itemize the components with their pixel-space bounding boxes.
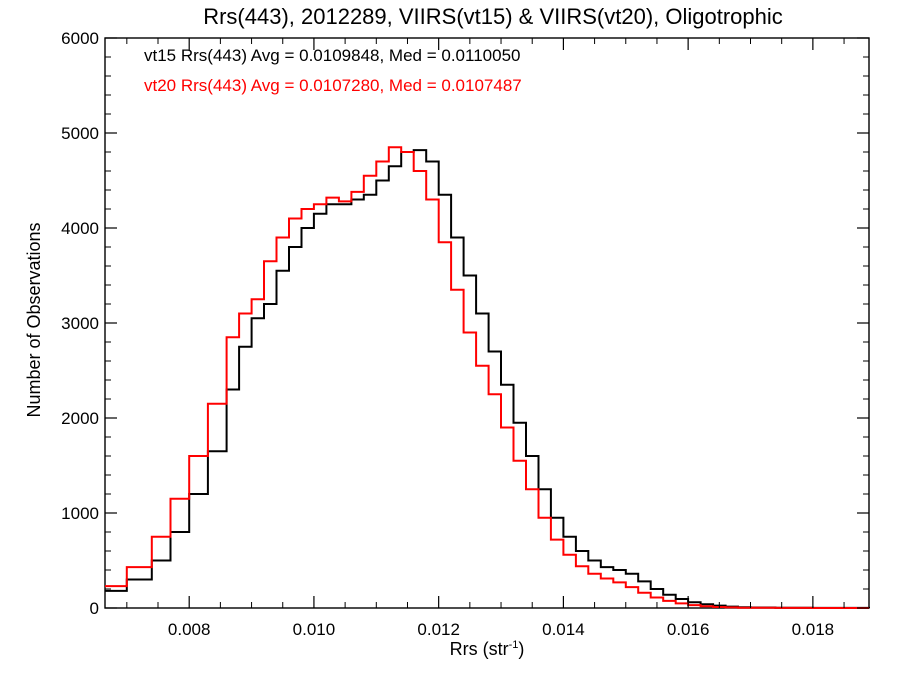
x-tick-label: 0.014 xyxy=(542,620,585,639)
series-line-vt15 xyxy=(105,149,870,609)
y-tick-label: 0 xyxy=(90,599,99,618)
x-axis-label-main: Rrs (str xyxy=(450,639,509,659)
series-layer xyxy=(105,146,870,609)
legend-entry-vt20: vt20 Rrs(443) Avg = 0.0107280, Med = 0.0… xyxy=(144,76,522,95)
y-tick-label: 3000 xyxy=(61,314,99,333)
x-axis-label-close: ) xyxy=(518,639,524,659)
y-tick-label: 6000 xyxy=(61,29,99,48)
x-tick-label: 0.018 xyxy=(792,620,835,639)
x-axis: 0.008 0.010 0.012 0.014 0.016 0.018 xyxy=(126,38,845,639)
x-tick-label: 0.010 xyxy=(293,620,336,639)
x-tick-label: 0.016 xyxy=(667,620,710,639)
x-axis-label-superscript: -1 xyxy=(509,639,519,651)
series-line-vt20 xyxy=(105,146,869,609)
plot-frame xyxy=(104,37,870,609)
y-axis-label: Number of Observations xyxy=(24,222,44,417)
legend-entry-vt15: vt15 Rrs(443) Avg = 0.0109848, Med = 0.0… xyxy=(144,46,520,65)
x-axis-label: Rrs (str-1) xyxy=(450,639,525,659)
chart-title: Rrs(443), 2012289, VIIRS(vt15) & VIIRS(v… xyxy=(203,4,783,29)
x-tick-label: 0.012 xyxy=(417,620,460,639)
y-tick-label: 5000 xyxy=(61,124,99,143)
y-tick-label: 1000 xyxy=(61,504,99,523)
y-tick-label: 2000 xyxy=(61,409,99,428)
x-tick-label: 0.008 xyxy=(168,620,211,639)
y-tick-label: 4000 xyxy=(61,219,99,238)
y-axis: 0 1000 2000 3000 4000 5000 6000 xyxy=(61,29,869,618)
